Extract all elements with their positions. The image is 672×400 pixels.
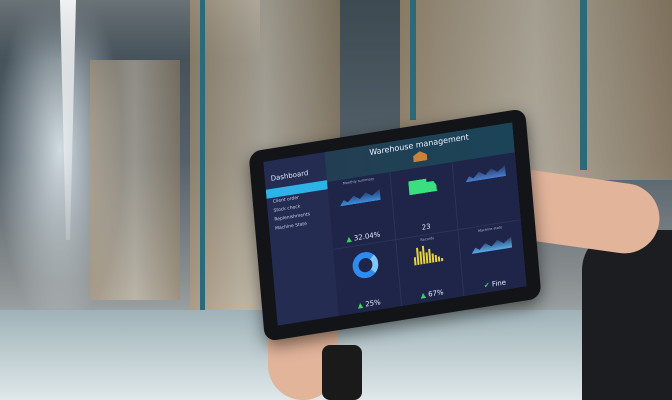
- widget-grid: Monthly summary ▲ 32.04% 23 ▲ 25% Record…: [327, 152, 527, 316]
- tablet-screen: Dashboard Client order Stock check Reple…: [263, 122, 527, 326]
- wristwatch: [322, 345, 362, 400]
- machine-value: Fine: [491, 278, 507, 289]
- rack-post: [580, 0, 587, 170]
- records-widget[interactable]: Records ▲ 67%: [395, 229, 464, 306]
- monthly-summary-widget[interactable]: Monthly summary ▲ 32.04%: [327, 172, 395, 249]
- triangle-up-icon: ▲: [345, 234, 353, 244]
- donut-widget[interactable]: ▲ 25%: [333, 239, 401, 316]
- triangle-up-icon: ▲: [357, 300, 364, 310]
- checkmark-icon: ✔: [483, 280, 491, 290]
- person-sleeve: [582, 230, 672, 400]
- warehouse-icon: [413, 150, 428, 162]
- widget-value: ▲ 25%: [338, 295, 401, 313]
- triangle-up-icon: ▲: [420, 291, 427, 300]
- bar-chart: [399, 240, 459, 267]
- rack-post: [200, 0, 205, 360]
- truck-widget[interactable]: 23: [390, 162, 458, 239]
- donut-value: 25%: [364, 298, 381, 309]
- donut-chart: [351, 249, 380, 280]
- shelf: [90, 60, 180, 300]
- line-chart: [464, 162, 506, 182]
- machine-state-widget[interactable]: Machine state ✔ Fine: [458, 219, 527, 296]
- dashboard-main: Warehouse management Monthly summary ▲ 3…: [324, 122, 527, 316]
- monthly-value: 32.04%: [353, 229, 381, 243]
- records-value: 67%: [427, 288, 444, 299]
- widget-value: ▲ 67%: [401, 285, 464, 303]
- rack-post: [410, 0, 416, 120]
- truck-icon: [408, 177, 437, 195]
- area-chart: [339, 186, 381, 206]
- spike-chart: [471, 233, 513, 253]
- widget-value: ✔ Fine: [464, 275, 527, 293]
- line-chart-widget[interactable]: [452, 152, 521, 229]
